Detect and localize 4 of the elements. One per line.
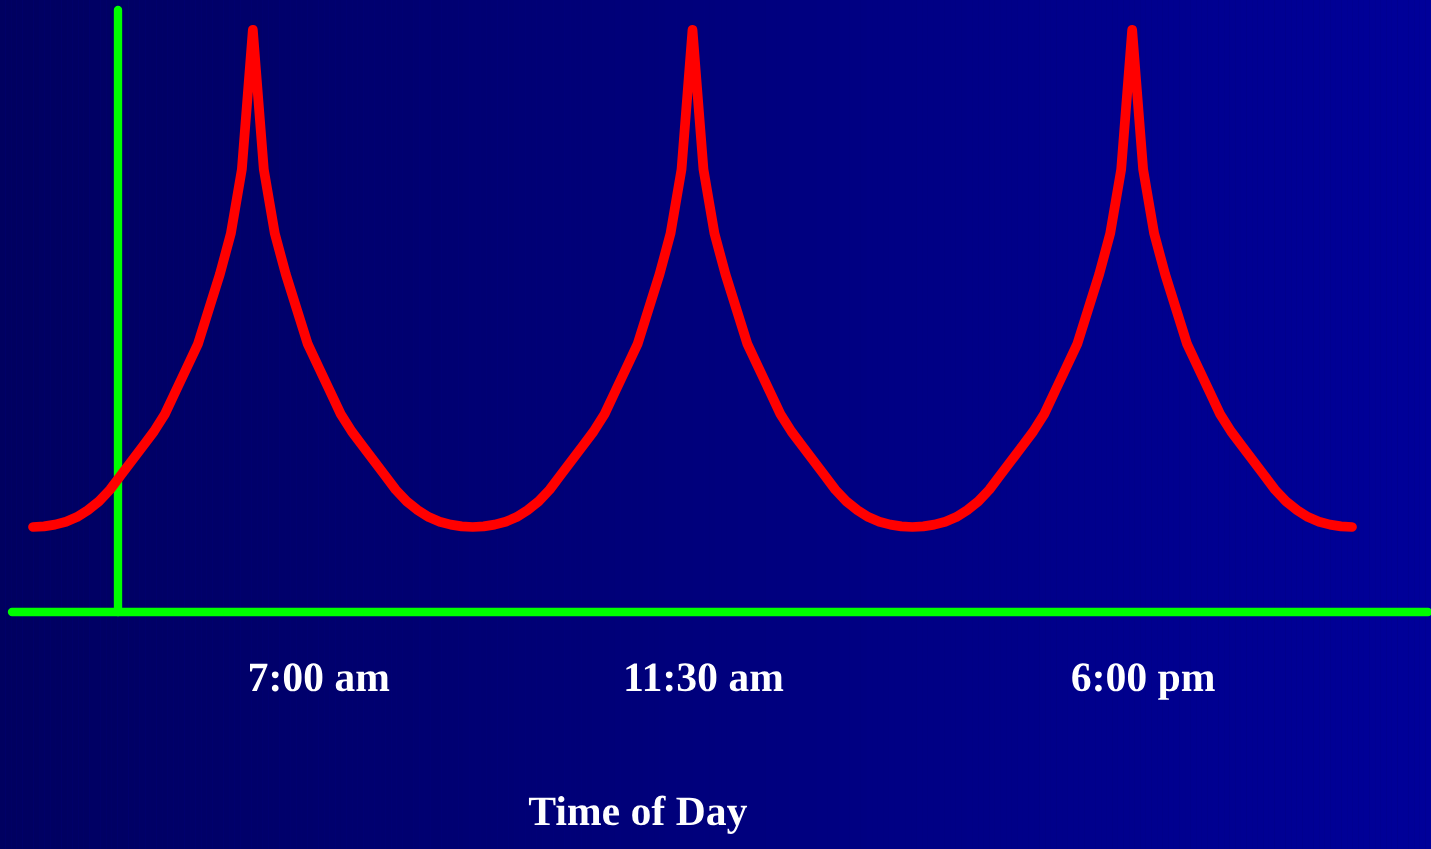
x-tick-label: 7:00 am <box>250 663 390 692</box>
x-axis-title: Time of Day <box>528 795 748 834</box>
x-tick-label: 11:30 am <box>626 663 784 692</box>
x-tick-label: 6:00 pm <box>1072 663 1215 700</box>
